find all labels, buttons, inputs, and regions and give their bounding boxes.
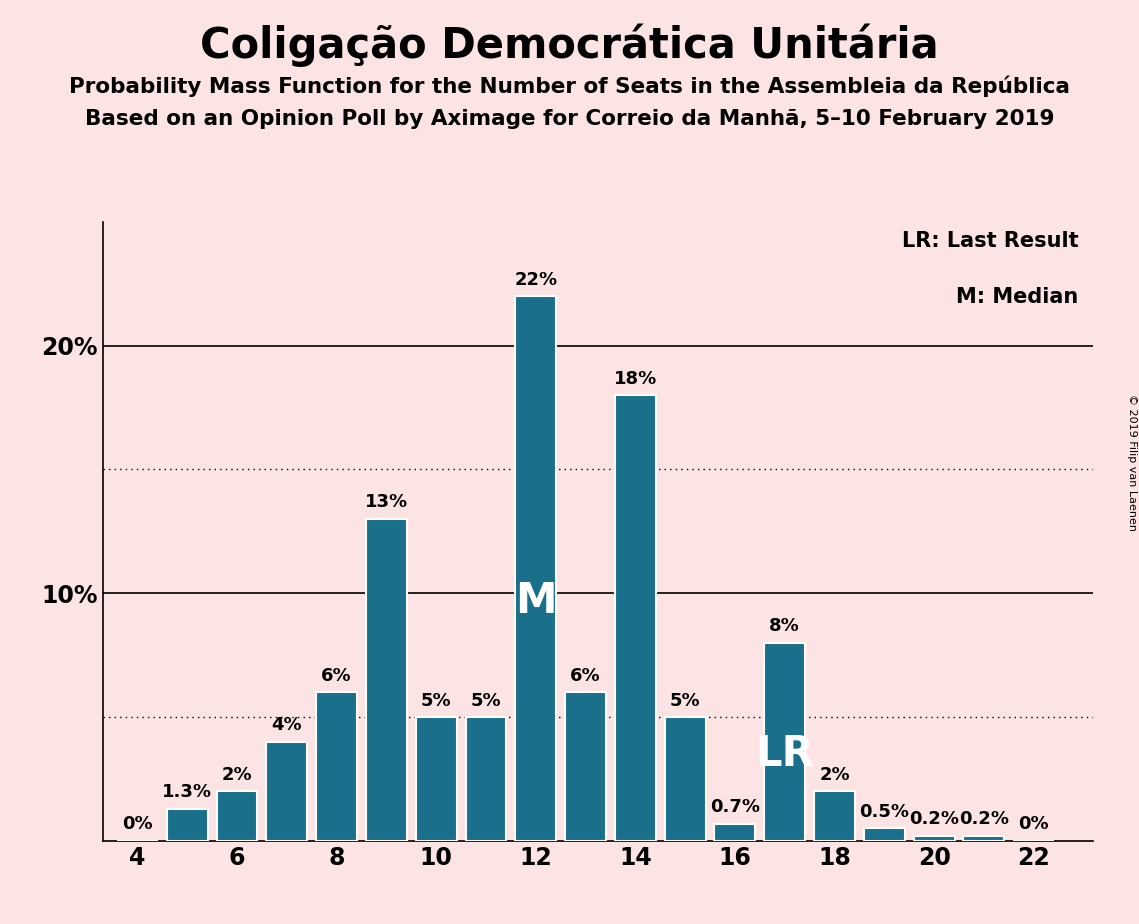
Bar [565, 692, 606, 841]
Text: 0.2%: 0.2% [909, 810, 959, 829]
Bar [665, 717, 705, 841]
Bar [964, 836, 1005, 841]
Text: LR: Last Result: LR: Last Result [902, 231, 1079, 251]
Text: Based on an Opinion Poll by Aximage for Correio da Manhã, 5–10 February 2019: Based on an Opinion Poll by Aximage for … [84, 109, 1055, 129]
Text: 5%: 5% [670, 691, 700, 710]
Text: 4%: 4% [271, 716, 302, 735]
Bar [714, 823, 755, 841]
Bar [814, 791, 855, 841]
Text: 22%: 22% [514, 271, 557, 288]
Text: 18%: 18% [614, 370, 657, 388]
Text: M: M [515, 580, 557, 622]
Text: 2%: 2% [222, 766, 252, 784]
Bar [416, 717, 457, 841]
Text: 0.2%: 0.2% [959, 810, 1009, 829]
Bar [863, 829, 904, 841]
Bar [166, 808, 207, 841]
Bar [267, 742, 308, 841]
Bar [366, 519, 407, 841]
Text: 0%: 0% [122, 815, 153, 833]
Text: M: Median: M: Median [957, 286, 1079, 307]
Bar [466, 717, 507, 841]
Text: 0.7%: 0.7% [710, 798, 760, 816]
Bar [515, 296, 556, 841]
Text: Coligação Democrática Unitária: Coligação Democrática Unitária [200, 23, 939, 67]
Text: Probability Mass Function for the Number of Seats in the Assembleia da República: Probability Mass Function for the Number… [69, 76, 1070, 97]
Bar [216, 791, 257, 841]
Bar [913, 836, 954, 841]
Text: 8%: 8% [769, 617, 800, 636]
Text: 6%: 6% [321, 667, 352, 685]
Text: 13%: 13% [364, 493, 408, 512]
Text: 0.5%: 0.5% [859, 803, 909, 821]
Text: 5%: 5% [470, 691, 501, 710]
Text: © 2019 Filip van Laenen: © 2019 Filip van Laenen [1126, 394, 1137, 530]
Text: 6%: 6% [571, 667, 601, 685]
Text: 2%: 2% [819, 766, 850, 784]
Text: 5%: 5% [420, 691, 451, 710]
Bar [317, 692, 357, 841]
Bar [615, 395, 656, 841]
Bar [764, 643, 805, 841]
Text: 1.3%: 1.3% [162, 784, 212, 801]
Text: 0%: 0% [1018, 815, 1049, 833]
Text: LR: LR [755, 733, 814, 774]
